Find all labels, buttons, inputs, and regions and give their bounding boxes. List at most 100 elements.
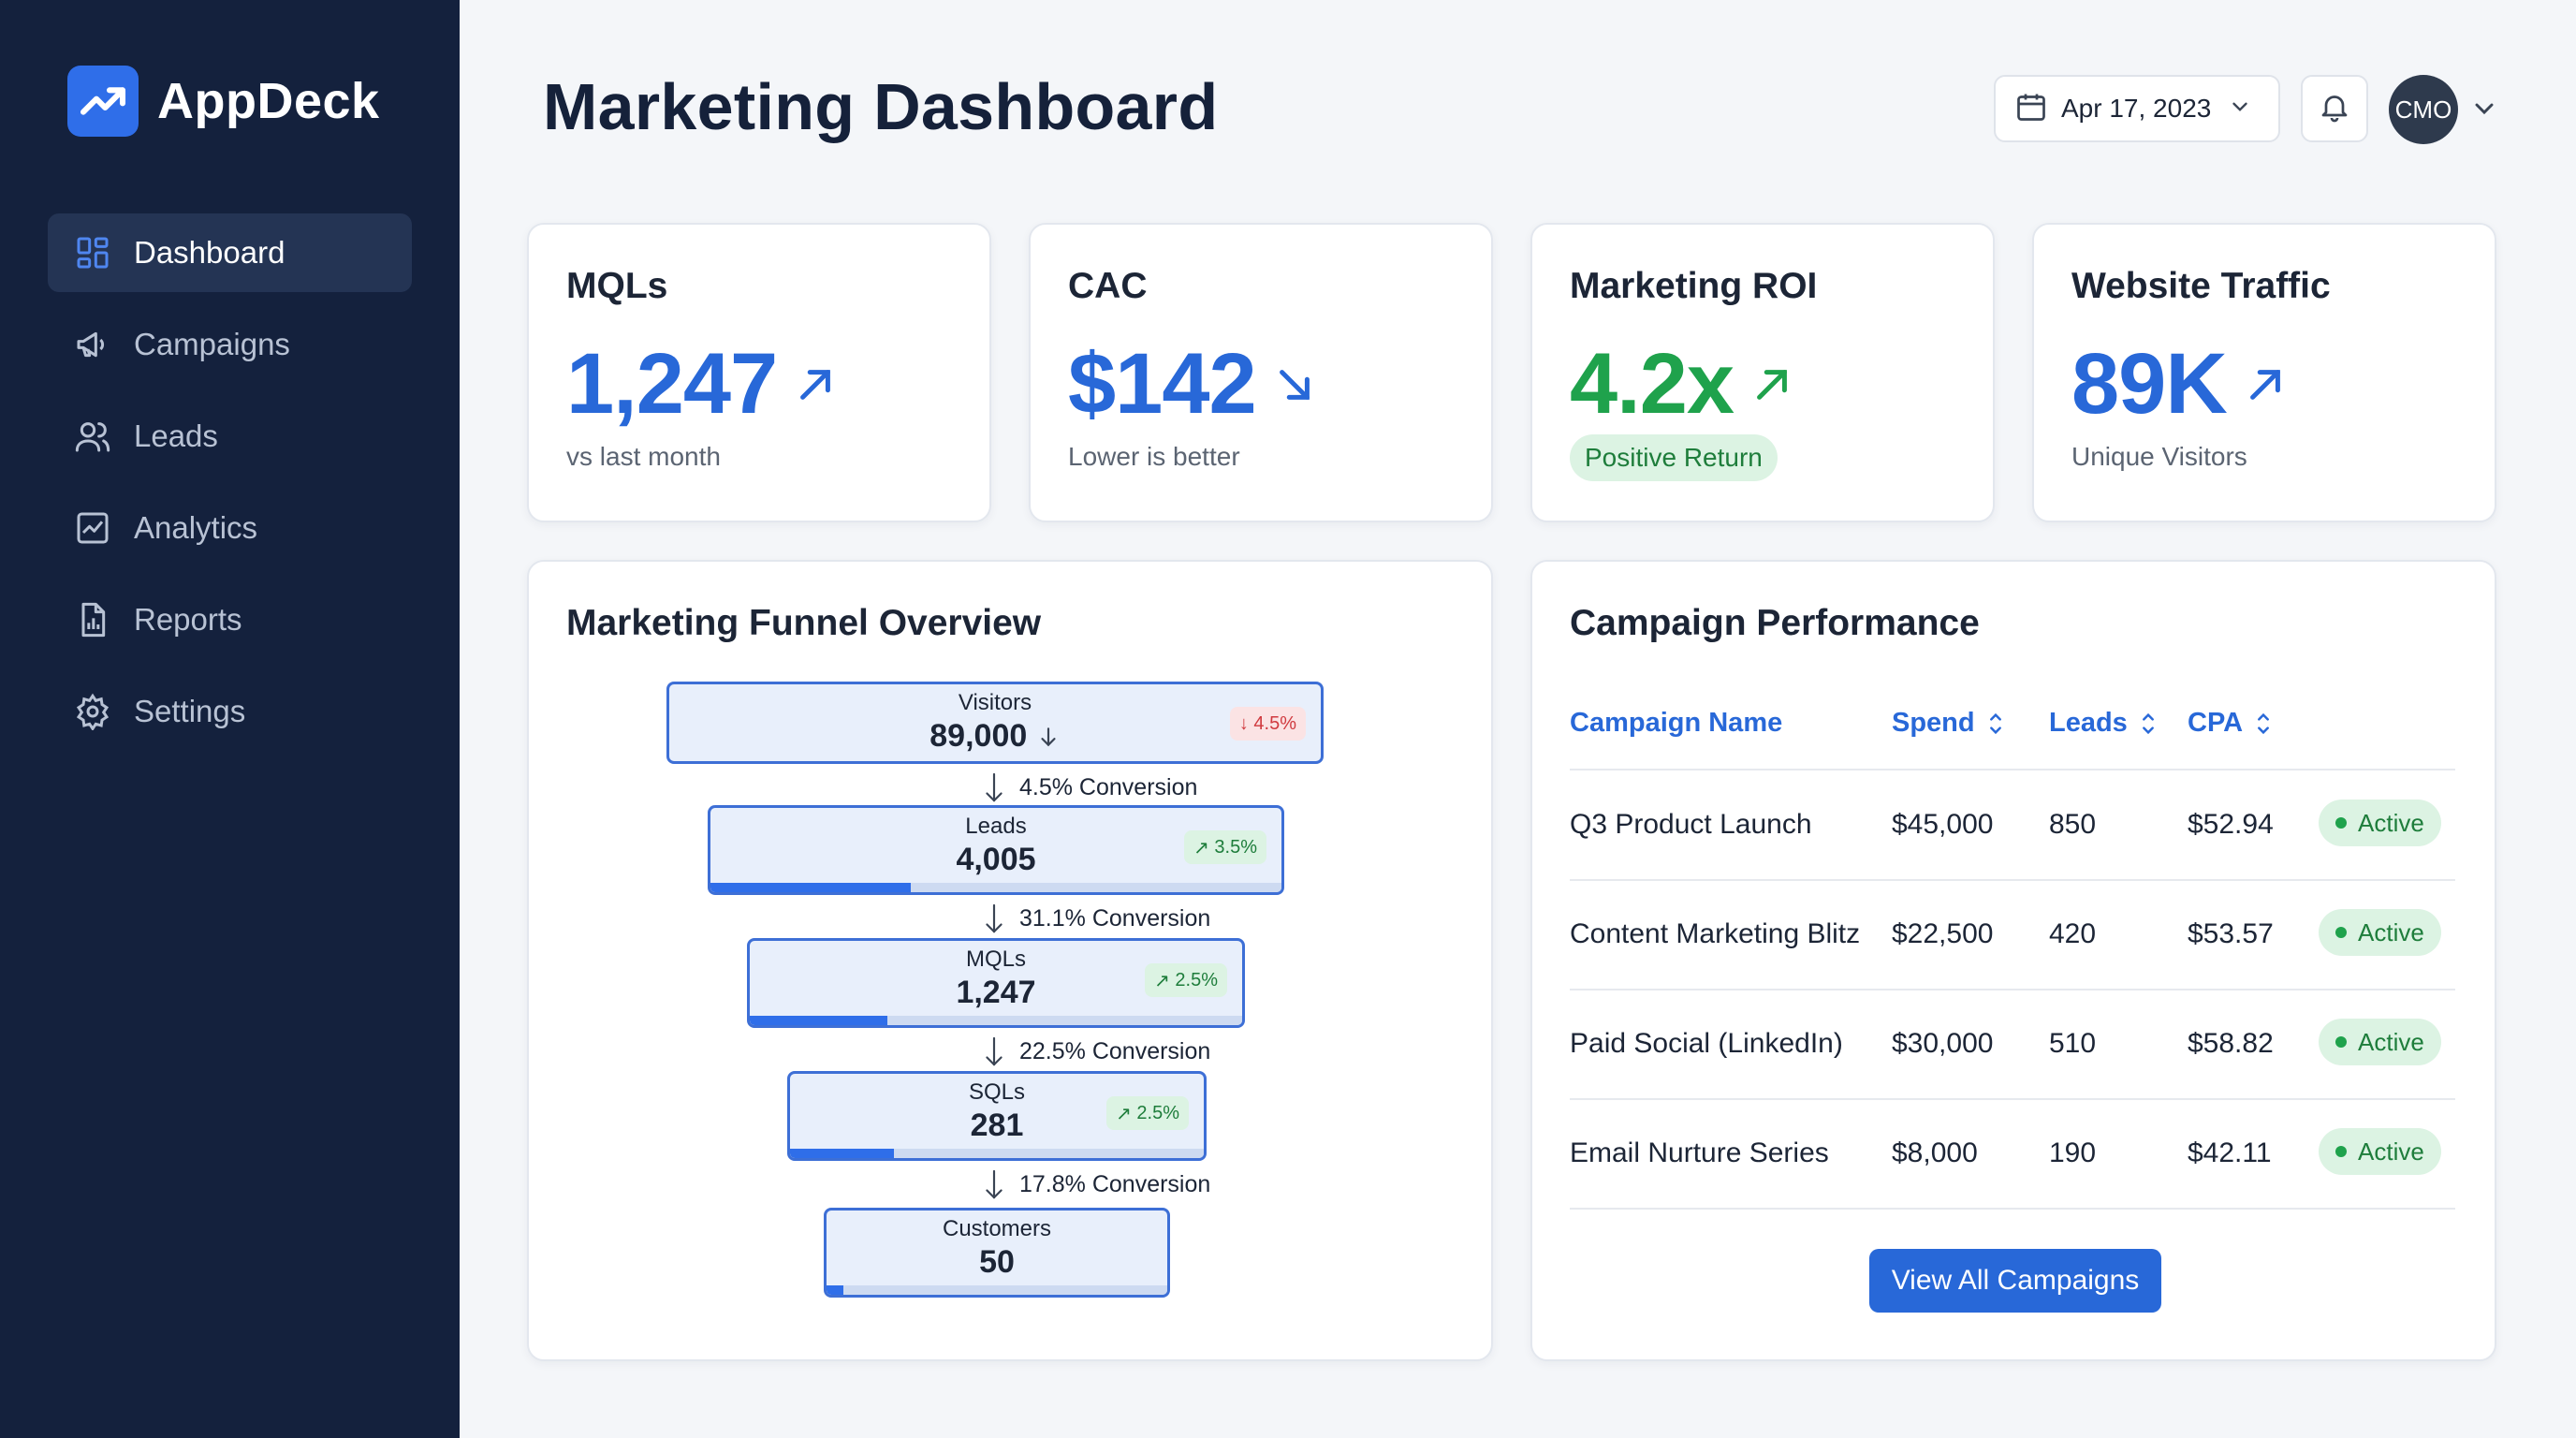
users-icon bbox=[70, 414, 115, 459]
stage-progress bbox=[710, 883, 1281, 892]
campaign-cpa: $58.82 bbox=[2188, 1028, 2274, 1059]
status-badge: Positive Return bbox=[1570, 434, 1778, 481]
arrow-up-right-icon bbox=[1757, 369, 1787, 400]
divider bbox=[1570, 1098, 2455, 1100]
date-picker[interactable]: Apr 17, 2023 bbox=[1994, 75, 2280, 142]
status-badge: Active bbox=[2319, 1128, 2441, 1175]
panel-title: Marketing Funnel Overview bbox=[566, 603, 1042, 643]
campaign-panel: Campaign Performance Campaign Name Spend… bbox=[1530, 560, 2496, 1361]
gear-icon bbox=[70, 689, 115, 734]
campaign-name: Content Marketing Blitz bbox=[1570, 918, 1861, 949]
kpi-card-traffic: Website Traffic 89K Unique Visitors bbox=[2032, 223, 2496, 522]
trend-badge: ↓ 4.5% bbox=[1229, 707, 1306, 741]
divider bbox=[1570, 879, 2455, 881]
column-header-name[interactable]: Campaign Name bbox=[1570, 708, 1783, 738]
campaign-spend: $45,000 bbox=[1892, 809, 1994, 840]
trend-badge: ↗ 2.5% bbox=[1145, 963, 1227, 997]
sidebar-item-label: Settings bbox=[134, 694, 246, 728]
megaphone-icon bbox=[70, 322, 115, 367]
sidebar-item-settings[interactable]: Settings bbox=[48, 672, 412, 751]
sidebar-item-dashboard[interactable]: Dashboard bbox=[48, 213, 412, 292]
sidebar-item-label: Campaigns bbox=[134, 327, 290, 361]
panel-title: Campaign Performance bbox=[1570, 603, 1980, 643]
status-badge: Active bbox=[2319, 1019, 2441, 1065]
campaign-spend: $8,000 bbox=[1892, 1137, 1978, 1168]
stage-progress bbox=[750, 1016, 1242, 1025]
bell-icon bbox=[2318, 90, 2351, 128]
campaign-name: Q3 Product Launch bbox=[1570, 809, 1812, 840]
divider bbox=[1570, 769, 2455, 770]
campaign-spend: $22,500 bbox=[1892, 918, 1994, 949]
brand[interactable]: AppDeck bbox=[67, 66, 380, 137]
sidebar-item-leads[interactable]: Leads bbox=[48, 397, 412, 476]
conversion-label: 17.8% Conversion bbox=[982, 1168, 1210, 1200]
campaign-cpa: $42.11 bbox=[2188, 1137, 2272, 1168]
conversion-label: 4.5% Conversion bbox=[982, 771, 1197, 803]
column-header-cpa[interactable]: CPA bbox=[2188, 708, 2273, 739]
arrow-up-right-icon bbox=[800, 369, 831, 400]
trend-badge: ↗ 3.5% bbox=[1184, 830, 1266, 864]
campaign-leads: 850 bbox=[2049, 809, 2097, 840]
view-all-campaigns-button[interactable]: View All Campaigns bbox=[1869, 1249, 2161, 1313]
stage-progress-fill bbox=[790, 1149, 894, 1158]
kpi-card-roi: Marketing ROI 4.2x Positive Return bbox=[1530, 223, 1995, 522]
stage-progress bbox=[827, 1285, 1167, 1295]
app-name: AppDeck bbox=[157, 73, 380, 129]
sidebar-item-label: Reports bbox=[134, 602, 242, 637]
sidebar-item-analytics[interactable]: Analytics bbox=[48, 489, 412, 567]
funnel-stage-visitors[interactable]: Visitors 89,000 ↓ 4.5% bbox=[666, 682, 1324, 764]
stage-value: 281 bbox=[970, 1108, 1024, 1143]
sidebar-item-label: Leads bbox=[134, 418, 218, 453]
sort-icon bbox=[2258, 712, 2269, 734]
arrow-down-icon bbox=[1041, 727, 1056, 747]
column-header-leads[interactable]: Leads bbox=[2049, 708, 2158, 739]
chevron-down-icon bbox=[2228, 95, 2252, 124]
funnel-stage-sqls[interactable]: SQLs 281 ↗ 2.5% bbox=[787, 1071, 1207, 1161]
kpi-value: 89K bbox=[2071, 336, 2228, 432]
sidebar-nav: Dashboard Campaigns Leads Analytics Repo… bbox=[48, 213, 412, 764]
funnel-stage-customers[interactable]: Customers 50 bbox=[824, 1208, 1170, 1298]
sort-icon bbox=[2142, 712, 2154, 734]
kpi-subtitle: vs last month bbox=[566, 442, 721, 471]
sidebar-item-campaigns[interactable]: Campaigns bbox=[48, 305, 412, 384]
stage-progress-fill bbox=[710, 883, 911, 892]
campaign-name: Email Nurture Series bbox=[1570, 1137, 1829, 1168]
conversion-label: 22.5% Conversion bbox=[982, 1035, 1210, 1067]
status-badge: Active bbox=[2319, 909, 2441, 956]
trend-badge: ↗ 2.5% bbox=[1106, 1096, 1189, 1130]
funnel-stage-mqls[interactable]: MQLs 1,247 ↗ 2.5% bbox=[747, 938, 1245, 1028]
stage-progress-fill bbox=[827, 1285, 844, 1295]
campaign-spend: $30,000 bbox=[1892, 1028, 1994, 1059]
stage-value: 50 bbox=[979, 1244, 1015, 1280]
campaign-cpa: $53.57 bbox=[2188, 918, 2274, 949]
column-header-spend[interactable]: Spend bbox=[1892, 708, 2005, 739]
arrow-up-right-icon bbox=[2249, 369, 2280, 400]
divider bbox=[1570, 1208, 2455, 1210]
stage-value: 89,000 bbox=[669, 718, 1321, 755]
kpi-value: 1,247 bbox=[566, 336, 778, 432]
stage-progress bbox=[790, 1149, 1204, 1158]
campaign-cpa: $52.94 bbox=[2188, 809, 2274, 840]
sidebar-item-reports[interactable]: Reports bbox=[48, 580, 412, 659]
campaign-leads: 420 bbox=[2049, 918, 2097, 949]
avatar[interactable]: CMO bbox=[2389, 75, 2458, 144]
trend-up-logo-icon bbox=[67, 66, 139, 137]
kpi-title: Website Traffic bbox=[2071, 266, 2331, 306]
stage-progress-fill bbox=[750, 1016, 888, 1025]
kpi-value: 4.2x bbox=[1570, 336, 1734, 432]
funnel-stage-leads[interactable]: Leads 4,005 ↗ 3.5% bbox=[708, 805, 1284, 895]
stage-label: SQLs bbox=[968, 1079, 1026, 1105]
campaign-leads: 190 bbox=[2049, 1137, 2097, 1168]
calendar-icon bbox=[2014, 90, 2048, 128]
arrow-down-icon bbox=[986, 772, 1003, 802]
kpi-subtitle: Unique Visitors bbox=[2071, 442, 2247, 471]
kpi-title: CAC bbox=[1068, 266, 1148, 306]
report-icon bbox=[70, 597, 115, 642]
kpi-value: $142 bbox=[1068, 336, 1257, 432]
sidebar-item-label: Dashboard bbox=[134, 235, 285, 270]
kpi-subtitle: Lower is better bbox=[1068, 442, 1240, 471]
arrow-down-icon bbox=[986, 903, 1003, 933]
sidebar: AppDeck Dashboard Campaigns Leads Analyt… bbox=[0, 0, 460, 1438]
chevron-down-icon[interactable] bbox=[2469, 94, 2499, 124]
notifications-button[interactable] bbox=[2301, 75, 2368, 142]
